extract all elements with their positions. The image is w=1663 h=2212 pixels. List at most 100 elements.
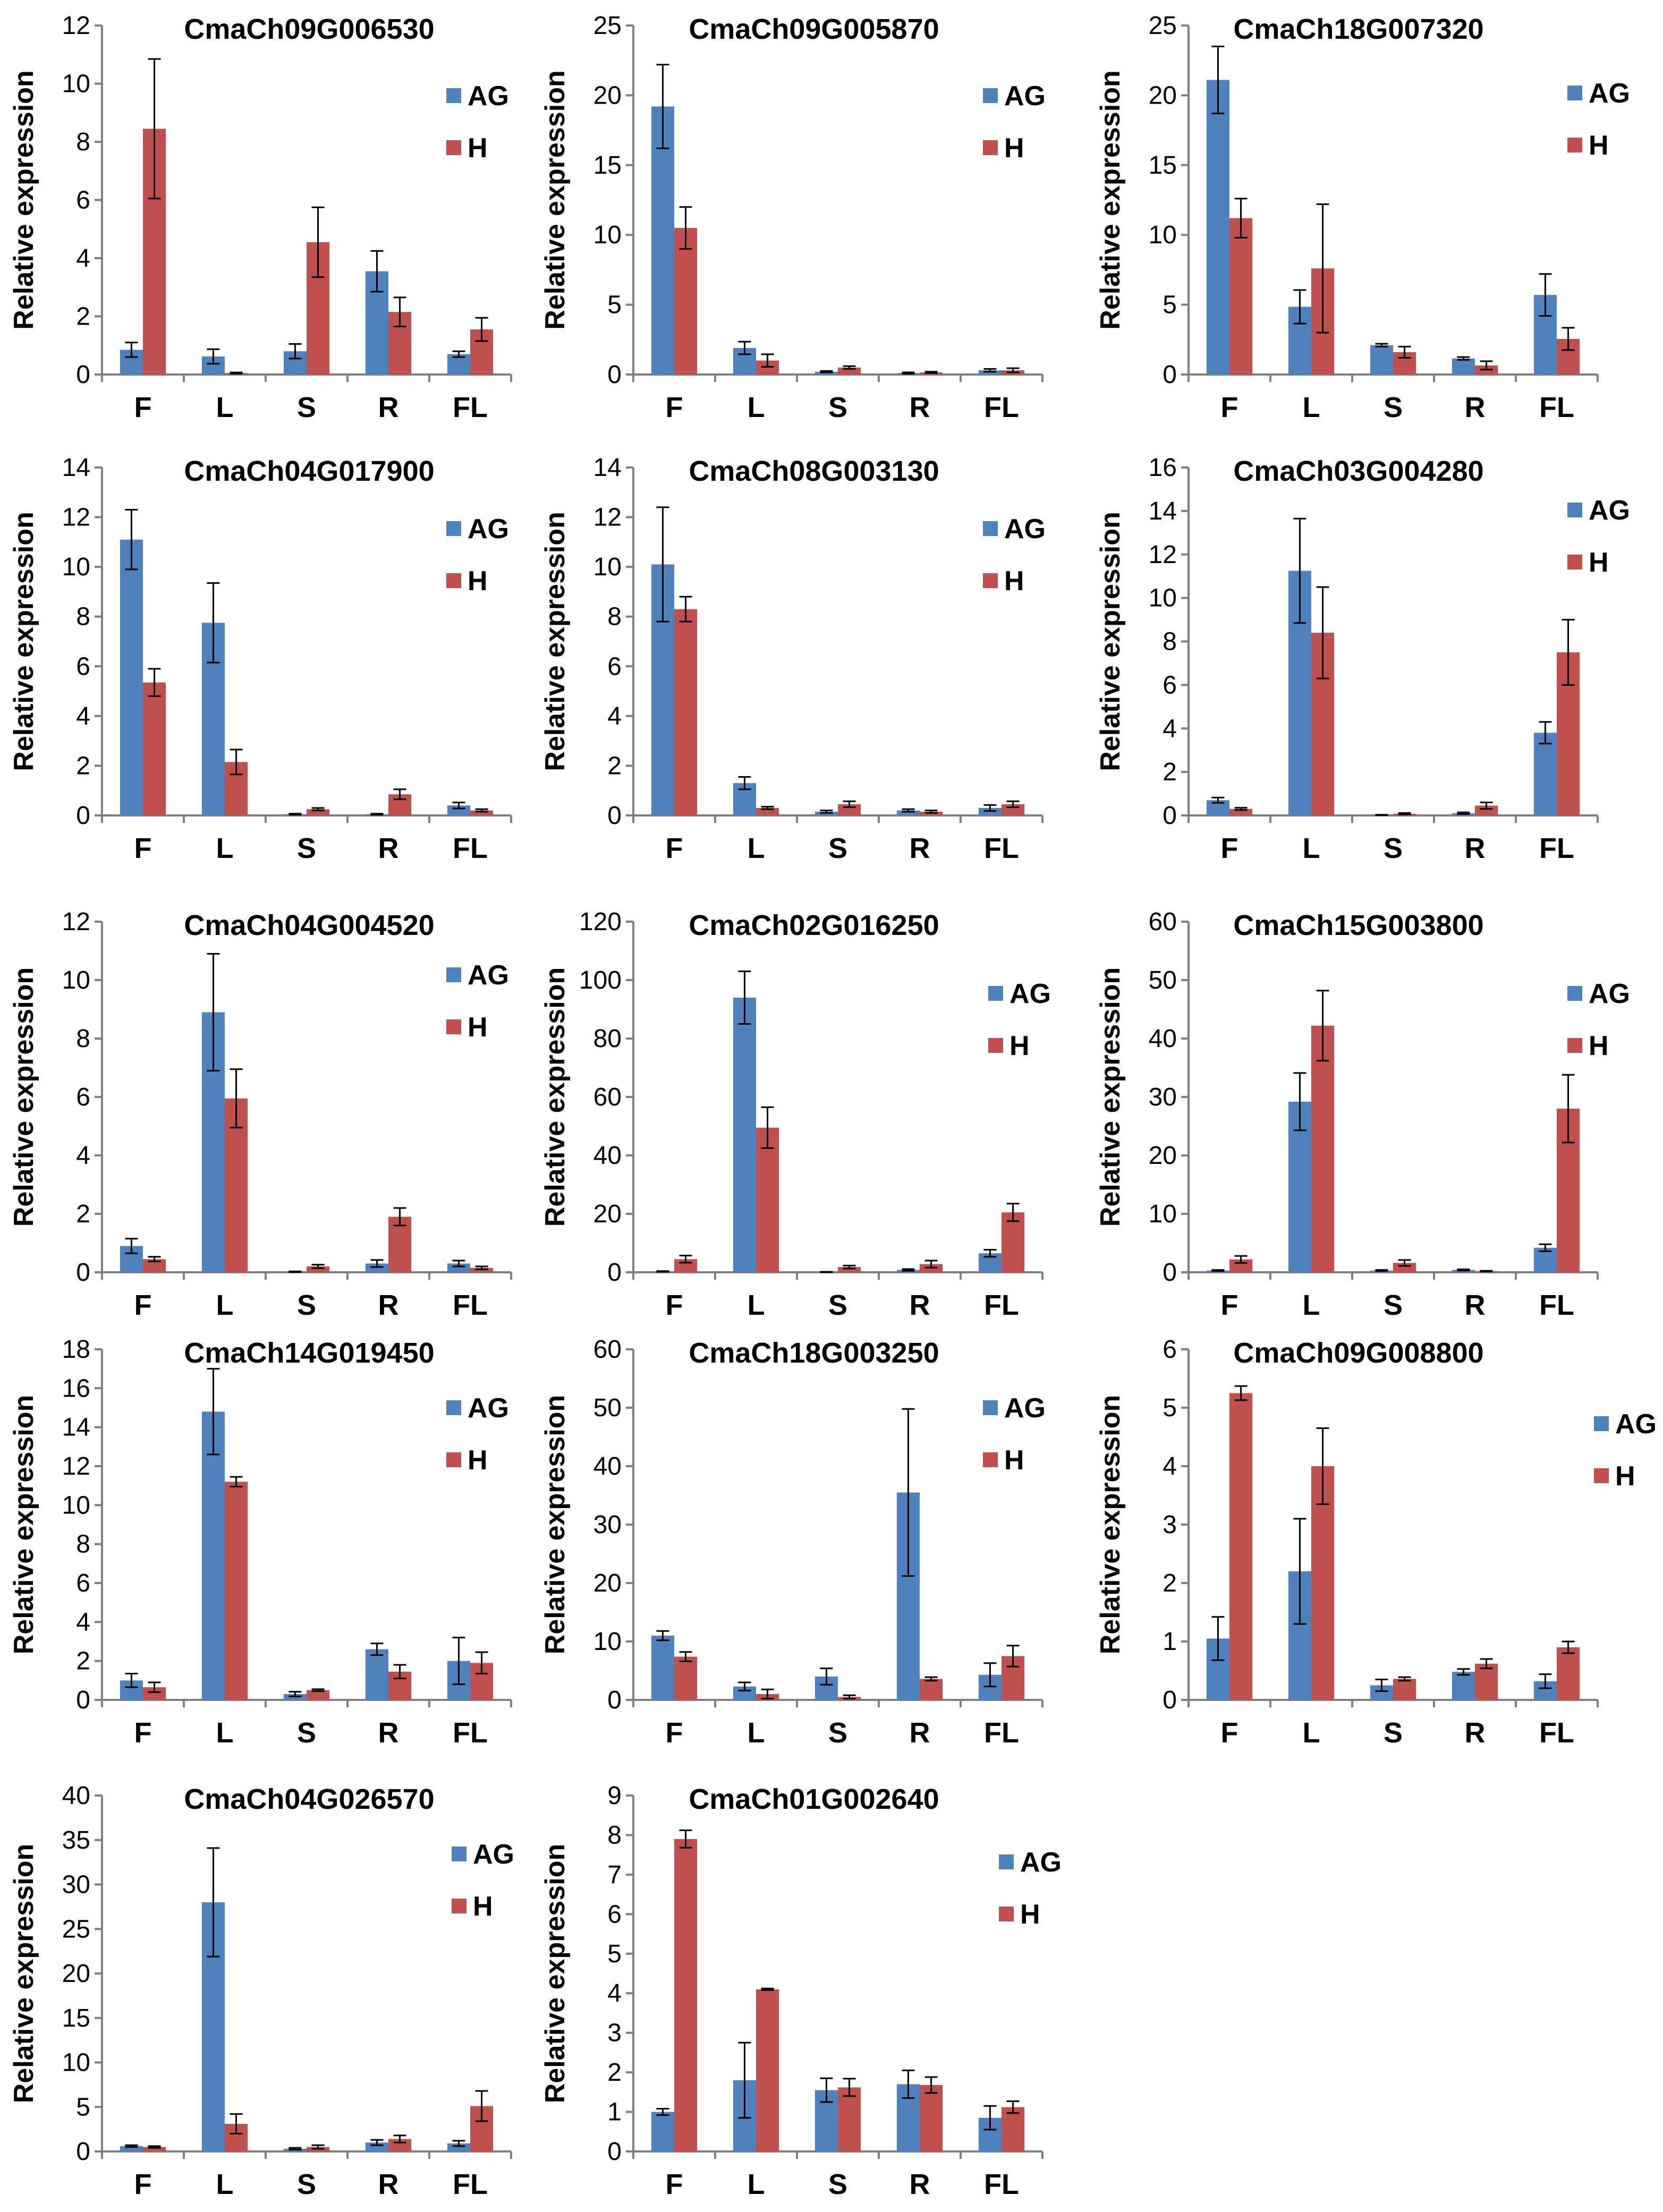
legend: AG H: [452, 1839, 514, 1922]
error-bar-ag-fl: [983, 1249, 997, 1258]
y-axis-label: Relative expression: [1095, 512, 1126, 771]
error-bar-h-f: [679, 1651, 692, 1662]
y-tick-label: 6: [76, 652, 90, 680]
y-tick-label: 8: [76, 1530, 90, 1559]
legend-label-ag: AG: [473, 1839, 514, 1870]
error-bar-h-r: [1480, 360, 1493, 371]
legend-label-h: H: [473, 1891, 493, 1922]
error-bar-ag-f: [1211, 796, 1225, 804]
error-bar-h-s: [311, 807, 325, 812]
x-category-label: FL: [1539, 1717, 1574, 1749]
legend-label-ag: AG: [468, 1393, 509, 1424]
legend-label-h: H: [1004, 566, 1024, 597]
y-tick-label: 5: [1163, 1394, 1177, 1422]
y-tick-label: 12: [62, 504, 90, 532]
error-bar-h-l: [761, 806, 774, 810]
x-category-label: L: [216, 1717, 234, 1749]
y-tick-label: 0: [1163, 802, 1177, 830]
y-tick-label: 2: [1163, 758, 1177, 786]
error-bar-h-s: [843, 2078, 856, 2097]
error-bar-h-s: [1398, 1676, 1411, 1682]
error-bar-ag-r: [902, 371, 915, 375]
x-category-label: F: [666, 1289, 683, 1321]
legend-swatch-ag: [452, 1847, 466, 1861]
bar-h-l: [225, 1482, 248, 1700]
x-category-label: L: [216, 832, 234, 864]
y-tick-label: 2: [76, 1647, 90, 1675]
error-bar-h-s: [311, 2144, 325, 2150]
x-category-label: F: [134, 392, 152, 423]
y-tick-label: 0: [76, 2138, 90, 2166]
y-tick-label: 15: [62, 2004, 90, 2032]
legend-swatch-h: [983, 140, 998, 155]
chart-panel-9: CmaCh15G003800 Relative expression 0 10 20 30…: [1095, 908, 1630, 1321]
y-tick-label: 5: [607, 1940, 622, 1968]
x-category-label: L: [748, 832, 765, 864]
error-bar-ag-r: [370, 813, 384, 816]
y-axis-label: Relative expression: [540, 1844, 571, 2103]
error-bar-ag-fl: [983, 804, 997, 812]
legend-label-h: H: [1589, 547, 1609, 578]
x-category-label: S: [1384, 1289, 1403, 1321]
y-tick-label: 4: [76, 244, 90, 273]
legend-swatch-h: [999, 1907, 1014, 1921]
error-bar-ag-l: [1293, 289, 1306, 325]
error-bar-ag-l: [207, 953, 220, 1071]
y-tick-label: 10: [62, 70, 90, 98]
chart-panel-13: CmaCh04G026570 Relative expression 0 5 10 15 2…: [9, 1782, 514, 2200]
error-bar-ag-fl: [1539, 1673, 1552, 1689]
y-axis-label: Relative expression: [9, 967, 39, 1227]
x-category-label: L: [216, 392, 234, 423]
bar-h-f: [674, 1839, 698, 2151]
error-bar-ag-s: [289, 343, 302, 360]
y-tick-label: 12: [62, 1452, 90, 1481]
y-tick-label: 3: [607, 2019, 622, 2047]
legend: AG H: [1567, 78, 1630, 161]
error-bar-h-f: [1234, 198, 1248, 239]
legend-label-h: H: [1020, 1899, 1040, 1930]
x-category-label: S: [297, 2168, 316, 2200]
x-category-label: S: [828, 1717, 847, 1749]
y-tick-label: 10: [1149, 221, 1177, 249]
error-bar-ag-l: [738, 971, 751, 1025]
y-tick-label: 50: [1149, 966, 1177, 994]
y-tick-label: 2: [76, 752, 90, 780]
y-tick-label: 3: [1163, 1511, 1177, 1539]
legend-swatch-ag: [1567, 986, 1582, 1001]
error-bar-ag-l: [738, 1681, 751, 1691]
y-tick-label: 0: [76, 361, 90, 389]
y-tick-label: 30: [593, 1511, 622, 1539]
error-bar-ag-l: [1293, 517, 1306, 624]
bar-ag-s: [1370, 345, 1393, 375]
y-tick-label: 4: [1163, 1452, 1177, 1481]
y-tick-label: 12: [1149, 541, 1177, 569]
x-category-label: R: [378, 832, 399, 864]
legend: AG H: [446, 960, 509, 1043]
error-bar-h-fl: [1006, 1645, 1020, 1667]
y-tick-label: 16: [1149, 454, 1177, 482]
error-bar-ag-r: [902, 808, 915, 813]
error-bar-ag-s: [289, 2147, 302, 2151]
bar-ag-r: [896, 810, 920, 815]
error-bar-h-l: [230, 1476, 243, 1487]
error-bar-ag-l: [1293, 1518, 1306, 1625]
error-bar-h-f: [1234, 1385, 1248, 1401]
error-bar-h-fl: [1006, 367, 1020, 373]
y-tick-label: 35: [62, 1826, 90, 1854]
legend-label-ag: AG: [1004, 1393, 1046, 1424]
error-bar-h-l: [761, 353, 774, 368]
chart-title: CmaCh18G003250: [689, 1337, 939, 1369]
error-bar-ag-s: [820, 810, 833, 814]
y-axis-label: Relative expression: [540, 70, 571, 329]
legend-label-h: H: [1615, 1461, 1635, 1492]
error-bar-ag-f: [1211, 1616, 1225, 1661]
error-bar-ag-fl: [452, 350, 465, 358]
x-category-label: F: [134, 1717, 152, 1749]
legend-label-h: H: [468, 1445, 488, 1476]
legend-swatch-h: [446, 140, 461, 155]
error-bar-ag-fl: [983, 368, 997, 373]
y-tick-label: 0: [1163, 1258, 1177, 1287]
bar-h-f: [674, 228, 698, 375]
error-bar-ag-fl: [452, 1637, 465, 1686]
error-bar-h-fl: [1562, 619, 1575, 686]
